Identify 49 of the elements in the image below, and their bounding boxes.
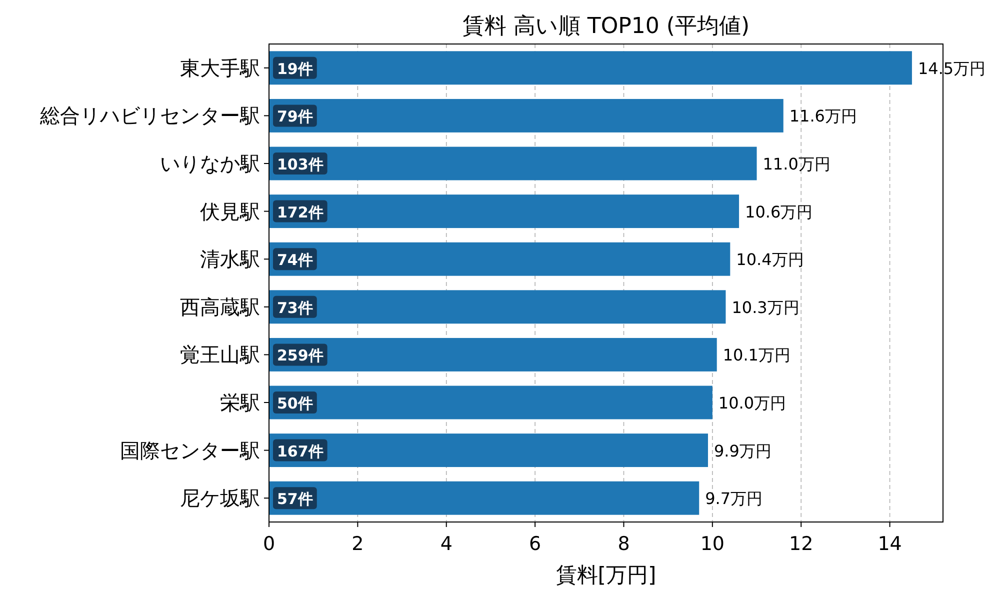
- annotation: 57件: [277, 490, 313, 508]
- x-axis-title: 賃料[万円]: [556, 563, 656, 587]
- chart-title: 賃料 高い順 TOP10 (平均値): [462, 14, 750, 39]
- data-label: 10.0万円: [718, 394, 786, 412]
- bar: [269, 481, 700, 515]
- x-tick-label: 6: [529, 533, 542, 555]
- bar: [269, 98, 784, 132]
- x-tick-label: 14: [878, 533, 902, 555]
- y-tick-label: 清水駅: [200, 247, 260, 272]
- data-label: 11.6万円: [789, 106, 857, 126]
- x-tick-label: 12: [789, 533, 814, 555]
- annotation: 103件: [277, 156, 324, 174]
- x-tick-label: 8: [618, 533, 630, 555]
- x-tick-label: 4: [440, 533, 452, 555]
- y-tick-label: 尼ケ坂駅: [180, 486, 260, 510]
- y-tick-label: 西高蔵駅: [180, 294, 260, 319]
- data-label: 10.6万円: [745, 202, 813, 222]
- bar: [269, 434, 708, 468]
- annotation: 167件: [277, 442, 324, 460]
- annotation: 74件: [277, 251, 313, 270]
- data-label: 9.9万円: [714, 441, 772, 460]
- y-tick-label: 栄駅: [220, 390, 260, 414]
- annotation: 259件: [277, 346, 324, 365]
- bar: [269, 194, 740, 228]
- x-tick-label: 10: [700, 533, 725, 555]
- bar: [269, 146, 757, 180]
- bar: [269, 242, 730, 276]
- x-tick-label: 2: [352, 533, 364, 555]
- bar: [269, 338, 717, 372]
- bar: [269, 51, 912, 85]
- data-label: 11.0万円: [762, 154, 830, 174]
- y-tick-label: 総合リハビリセンター駅: [39, 104, 260, 128]
- x-tick-label: 0: [262, 533, 276, 555]
- annotation: 73件: [277, 298, 313, 317]
- data-label: 10.1万円: [722, 346, 790, 365]
- data-label: 10.3万円: [732, 298, 800, 317]
- data-label: 9.7万円: [705, 489, 763, 508]
- y-tick-label: 東大手駅: [180, 56, 260, 80]
- y-tick-label: 覚王山駅: [180, 342, 260, 367]
- bar: [269, 290, 726, 324]
- bar: [269, 386, 712, 420]
- data-label: 10.4万円: [736, 250, 804, 270]
- y-tick-label: いりなか駅: [160, 152, 260, 176]
- annotation: 172件: [277, 203, 324, 222]
- annotation: 79件: [277, 108, 313, 126]
- y-tick-label: 伏見駅: [200, 199, 260, 224]
- annotation: 19件: [277, 60, 313, 78]
- y-tick-label: 国際センター駅: [120, 438, 260, 462]
- annotation: 50件: [277, 394, 313, 412]
